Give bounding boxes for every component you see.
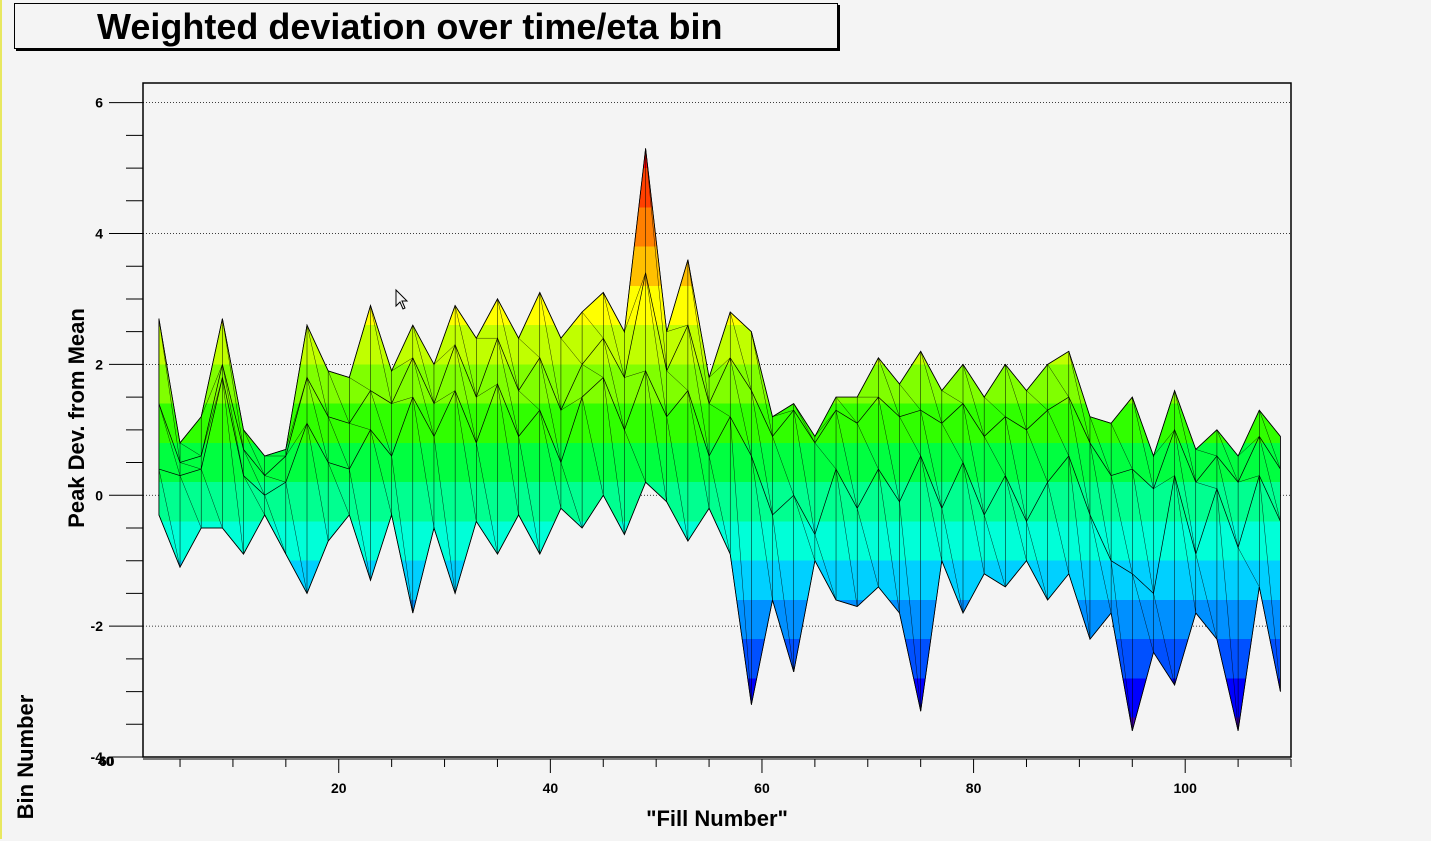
series-line-1 — [158, 148, 1281, 458]
y-tick-label: 4 — [95, 226, 103, 242]
x-tick-label: 20 — [331, 780, 347, 796]
x-tick-label: 100 — [1174, 780, 1198, 796]
mesh-diagonal — [158, 148, 1281, 489]
mesh-diagonal — [158, 272, 1281, 594]
z-tick-label: 40 — [98, 753, 114, 769]
x-tick-label: 60 — [754, 780, 770, 796]
series-line-2 — [158, 272, 1281, 490]
z-axis-title: Bin Number — [13, 694, 38, 819]
axes — [109, 102, 1292, 773]
mesh-diagonal — [158, 370, 1281, 731]
y-tick-label: 6 — [95, 95, 103, 111]
x-tick-label: 40 — [543, 780, 559, 796]
x-tick-label: 80 — [966, 780, 982, 796]
y-tick-label: -4 — [91, 749, 104, 765]
x-axis-title: "Fill Number" — [646, 806, 788, 831]
y-axis-title: Peak Dev. from Mean — [64, 308, 89, 528]
title-box: Weighted deviation over time/eta bin — [14, 3, 838, 49]
series-line-3 — [158, 369, 1281, 595]
y-tick-label: 0 — [95, 487, 103, 503]
chart-title: Weighted deviation over time/eta bin — [97, 6, 723, 47]
series-line-4 — [158, 481, 1281, 731]
y-tick-label: 2 — [95, 356, 103, 372]
mouse-cursor-icon — [395, 288, 409, 310]
series-layer — [158, 148, 1281, 731]
y-tick-label: -2 — [91, 618, 104, 634]
z-tick-label: 60 — [99, 753, 115, 769]
